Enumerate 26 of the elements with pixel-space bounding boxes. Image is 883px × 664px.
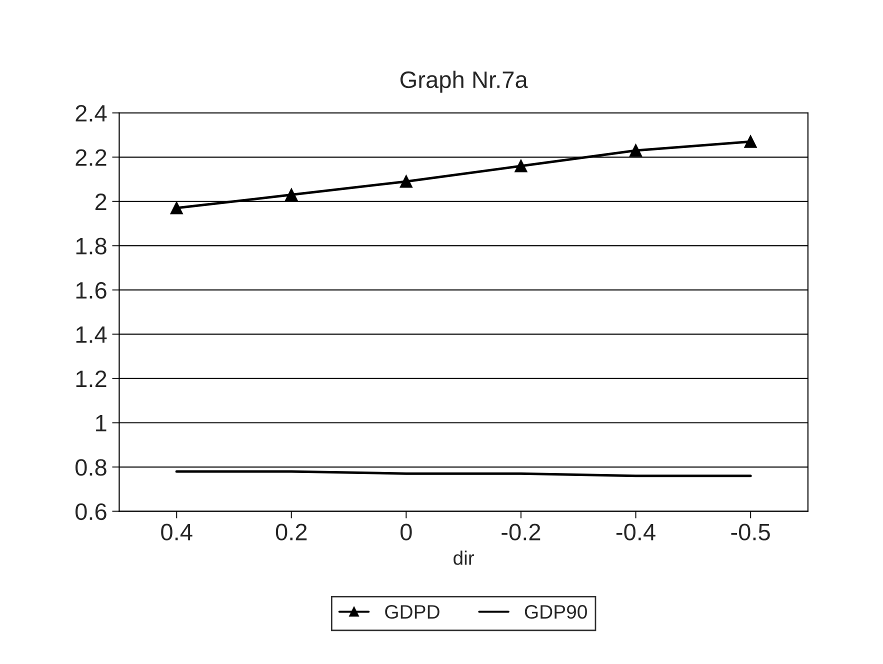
x-tick-label: 0.4 [161,524,192,540]
point [400,175,412,188]
legend-label: GDP90 [524,604,587,619]
y-tick-label: 2 [95,193,106,210]
point [630,144,642,157]
chart-title: Graph Nr.7a [400,70,528,93]
point [285,188,298,202]
y-tick-label: 2.4 [76,104,107,122]
point [744,135,757,148]
x-tick-label: 0.2 [276,524,307,540]
y-tick-label: 1.4 [76,326,107,343]
x-tick-label: -0.4 [616,524,656,540]
x-tick-label: -0.2 [502,524,540,540]
y-tick-label: 0.6 [76,503,106,520]
y-tick-label: 2.2 [76,149,106,166]
y-tick-label: 1.8 [76,238,106,254]
x-axis-title: dir [454,550,474,565]
x-tick-label: -0.5 [731,524,770,540]
y-tick-label: 1.2 [76,370,106,388]
point [514,160,528,172]
legend-label: GDPD [385,604,440,619]
y-tick-label: 1.6 [76,282,106,299]
y-tick-label: 1 [96,415,106,432]
point [170,202,183,214]
y-tick-label: 0.8 [76,459,106,476]
x-tick-label: 0 [400,524,412,540]
